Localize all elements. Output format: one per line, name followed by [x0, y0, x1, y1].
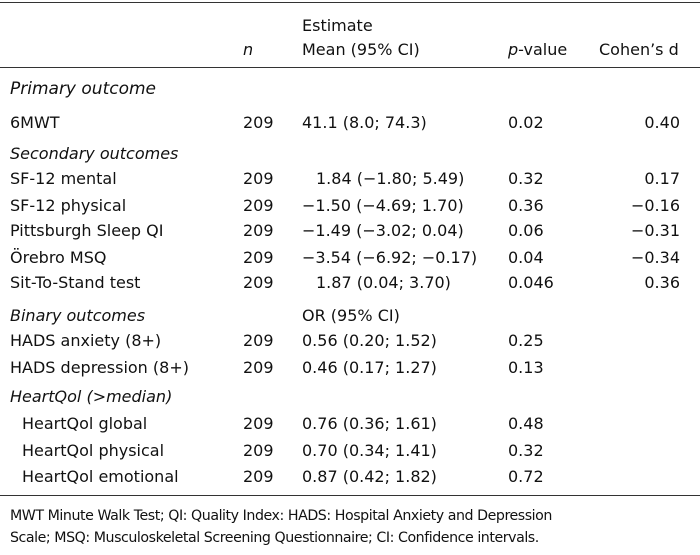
row-d: −0.31 [630, 221, 680, 240]
row-p: 0.48 [508, 414, 544, 433]
row-n: 209 [243, 414, 274, 433]
section-binary-label: Binary outcomes [10, 306, 146, 325]
row-p: 0.72 [508, 467, 544, 486]
row-label: Sit-To-Stand test [10, 273, 141, 292]
row-n: 209 [243, 358, 274, 377]
row-n: 209 [243, 273, 274, 292]
row-label: SF-12 physical [10, 196, 127, 215]
row-p: 0.04 [508, 248, 544, 267]
row-n: 209 [243, 248, 274, 267]
footnote-line-1: MWT Minute Walk Test; QI: Quality Index:… [10, 508, 552, 524]
row-p: 0.13 [508, 358, 544, 377]
table-row: HeartQol global 209 0.76 (0.36; 1.61) 0.… [0, 412, 700, 436]
row-label: Pittsburgh Sleep QI [10, 221, 164, 240]
row-p: 0.32 [508, 169, 544, 188]
table-footnote: MWT Minute Walk Test; QI: Quality Index:… [10, 505, 698, 549]
footnote-line-2: Scale; MSQ: Musculoskeletal Screening Qu… [10, 530, 539, 546]
row-d: 0.40 [644, 113, 680, 132]
header-rule [0, 67, 700, 68]
section-heartqol: HeartQol (>median) [0, 385, 700, 409]
binary-or-header: OR (95% CI) [302, 306, 400, 325]
row-estimate: 0.76 (0.36; 1.61) [302, 414, 437, 433]
row-estimate: 0.46 (0.17; 1.27) [302, 358, 437, 377]
row-estimate: 1.87 (0.04; 3.70) [316, 273, 451, 292]
row-estimate: 1.84 (−1.80; 5.49) [316, 169, 465, 188]
table-row: SF-12 physical 209 −1.50 (−4.69; 1.70) 0… [0, 194, 700, 218]
row-p: 0.06 [508, 221, 544, 240]
row-label: HeartQol physical [22, 441, 165, 460]
header-p-value: p-value [508, 40, 567, 60]
header-mean-ci: Mean (95% CI) [302, 40, 420, 59]
section-binary: Binary outcomes OR (95% CI) [0, 304, 700, 328]
row-n: 209 [243, 169, 274, 188]
row-estimate: 0.70 (0.34; 1.41) [302, 441, 437, 460]
header-n: n [243, 40, 254, 59]
header-p-suffix: -value [518, 40, 568, 59]
row-n: 209 [243, 221, 274, 240]
row-label: HADS anxiety (8+) [10, 331, 162, 350]
row-n: 209 [243, 441, 274, 460]
row-estimate: 0.87 (0.42; 1.82) [302, 467, 437, 486]
row-p: 0.02 [508, 113, 544, 132]
row-n: 209 [243, 467, 274, 486]
table-row: 6MWT 209 41.1 (8.0; 74.3) 0.02 0.40 [0, 111, 700, 135]
bottom-rule [0, 495, 700, 496]
table-row: Örebro MSQ 209 −3.54 (−6.92; −0.17) 0.04… [0, 246, 700, 270]
header-estimate: Estimate [302, 16, 373, 35]
row-label: HeartQol emotional [22, 467, 179, 486]
row-n: 209 [243, 196, 274, 215]
row-p: 0.25 [508, 331, 544, 350]
row-label: Örebro MSQ [10, 248, 107, 267]
table-row: HeartQol physical 209 0.70 (0.34; 1.41) … [0, 439, 700, 463]
table-row: SF-12 mental 209 1.84 (−1.80; 5.49) 0.32… [0, 167, 700, 191]
row-label: SF-12 mental [10, 169, 117, 188]
row-d: 0.17 [644, 169, 680, 188]
table-row: Sit-To-Stand test 209 1.87 (0.04; 3.70) … [0, 271, 700, 295]
section-heartqol-label: HeartQol (>median) [10, 387, 173, 406]
header-cohens-d: Cohen’s d [599, 40, 679, 59]
row-estimate: −1.50 (−4.69; 1.70) [302, 196, 464, 215]
row-label: HeartQol global [22, 414, 148, 433]
row-estimate: −3.54 (−6.92; −0.17) [302, 248, 478, 267]
row-n: 209 [243, 331, 274, 350]
row-label: HADS depression (8+) [10, 358, 189, 377]
row-d: −0.16 [630, 196, 680, 215]
row-label: 6MWT [10, 113, 60, 132]
table-row: HeartQol emotional 209 0.87 (0.42; 1.82)… [0, 465, 700, 489]
row-n: 209 [243, 113, 274, 132]
row-p: 0.046 [508, 273, 554, 292]
header-p-letter: p [508, 40, 519, 59]
top-rule [0, 2, 700, 3]
row-p: 0.36 [508, 196, 544, 215]
section-secondary: Secondary outcomes [0, 142, 700, 166]
section-primary: Primary outcome [0, 77, 700, 101]
row-p: 0.32 [508, 441, 544, 460]
section-secondary-label: Secondary outcomes [10, 144, 179, 163]
row-estimate: −1.49 (−3.02; 0.04) [302, 221, 464, 240]
section-primary-label: Primary outcome [10, 79, 157, 99]
row-d: 0.36 [644, 273, 680, 292]
table-row: HADS depression (8+) 209 0.46 (0.17; 1.2… [0, 356, 700, 380]
table-row: HADS anxiety (8+) 209 0.56 (0.20; 1.52) … [0, 329, 700, 353]
row-d: −0.34 [630, 248, 680, 267]
row-estimate: 0.56 (0.20; 1.52) [302, 331, 437, 350]
row-estimate: 41.1 (8.0; 74.3) [302, 113, 427, 132]
table-row: Pittsburgh Sleep QI 209 −1.49 (−3.02; 0.… [0, 219, 700, 243]
